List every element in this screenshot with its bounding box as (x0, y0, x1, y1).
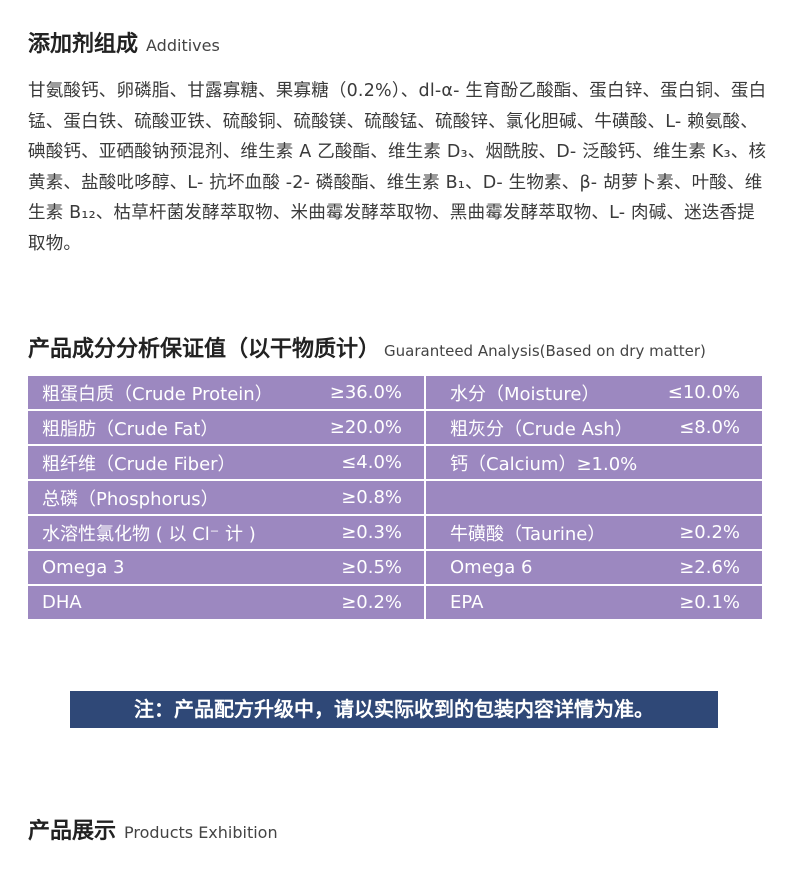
name-cell: 粗脂肪（Crude Fat） (28, 410, 312, 446)
heading-en: Products Exhibition (124, 823, 278, 842)
value-cell: ≥2.6% (660, 550, 762, 586)
value-cell: ≥0.2% (660, 515, 762, 551)
analysis-heading: 产品成分分析保证值（以干物质计） Guaranteed Analysis(Base… (28, 331, 706, 363)
name-cell: 牛磺酸（Taurine） (425, 515, 660, 551)
table-row: 粗脂肪（Crude Fat） ≥20.0% 粗灰分（Crude Ash） ≤8.0% (28, 410, 762, 446)
name-cell: 总磷（Phosphorus） (28, 480, 312, 516)
value-cell: ≥0.1% (660, 585, 762, 621)
value-cell: ≥0.5% (312, 550, 426, 586)
exhibition-heading: 产品展示 Products Exhibition (28, 813, 278, 845)
name-cell: Omega 6 (425, 550, 660, 586)
name-cell: 粗蛋白质（Crude Protein） (28, 376, 312, 411)
table-row: Omega 3 ≥0.5% Omega 6 ≥2.6% (28, 550, 762, 586)
value-cell: ≥20.0% (312, 410, 426, 446)
name-cell: 粗纤维（Crude Fiber） (28, 445, 312, 481)
note: 注：产品配方升级中，请以实际收到的包装内容详情为准。 (70, 691, 718, 728)
heading-zh: 产品展示 (28, 819, 117, 844)
value-cell: ≥0.3% (312, 515, 426, 551)
analysis-table: 粗蛋白质（Crude Protein） ≥36.0% 水分（Moisture） ≤10… (28, 376, 762, 621)
value-cell (660, 480, 762, 516)
table-row: 水溶性氯化物 ( 以 Cl⁻ 计 ) ≥0.3% 牛磺酸（Taurine） ≥0.2% (28, 515, 762, 551)
value-cell: ≥0.8% (312, 480, 426, 516)
table-row: 粗蛋白质（Crude Protein） ≥36.0% 水分（Moisture） ≤10… (28, 376, 762, 411)
heading-zh: 添加剂组成 (28, 32, 139, 57)
name-cell: 水溶性氯化物 ( 以 Cl⁻ 计 ) (28, 515, 312, 551)
name-cell: 粗灰分（Crude Ash） (425, 410, 660, 446)
value-cell: ≥0.2% (312, 585, 426, 621)
name-cell: DHA (28, 585, 312, 621)
name-cell: 水分（Moisture） (425, 376, 660, 411)
name-cell: EPA (425, 585, 660, 621)
value-cell: ≤8.0% (660, 410, 762, 446)
additives-text: 甘氨酸钙、卵磷脂、甘露寡糖、果寡糖（0.2%）、dl-α- 生育酚乙酸酯、蛋白锌… (28, 81, 767, 254)
additives-heading: 添加剂组成 Additives (28, 26, 220, 58)
value-cell: ≥36.0% (312, 376, 426, 411)
heading-en: Additives (146, 36, 220, 55)
table-row: 粗纤维（Crude Fiber） ≤4.0% 钙（Calcium）≥1.0% (28, 445, 762, 481)
heading-en: Guaranteed Analysis(Based on dry matter) (384, 342, 706, 360)
value-cell: ≤4.0% (312, 445, 426, 481)
table-row: 总磷（Phosphorus） ≥0.8% (28, 480, 762, 516)
table-row: DHA ≥0.2% EPA ≥0.1% (28, 585, 762, 621)
heading-zh: 产品成分分析保证值（以干物质计） (28, 337, 381, 362)
value-cell: ≤10.0% (660, 376, 762, 411)
name-cell: Omega 3 (28, 550, 312, 586)
name-cell: 钙（Calcium）≥1.0% (425, 445, 762, 481)
name-cell (425, 480, 660, 516)
